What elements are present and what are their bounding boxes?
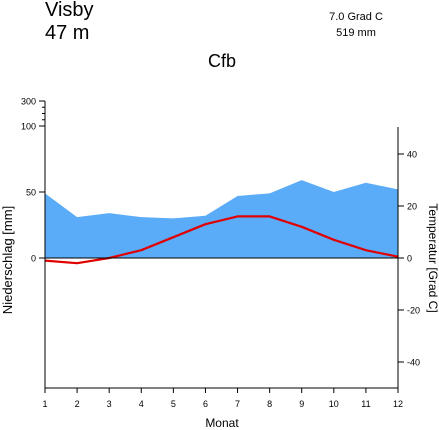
mean-temperature: 7.0 Grad C — [329, 11, 383, 23]
precipitation-series — [44, 180, 399, 258]
x-axis-tick-label: 5 — [171, 399, 176, 409]
x-axis-tick-label: 11 — [361, 399, 370, 409]
x-axis-tick-label: 12 — [393, 399, 403, 409]
right-axis-label: Temperatur [Grad C] — [426, 203, 439, 312]
right-axis-tick-label: 0 — [407, 254, 412, 264]
x-axis-tick-label: 3 — [107, 399, 112, 409]
left-axis-tick-label: 100 — [21, 122, 36, 132]
station-name: Visby — [45, 0, 94, 21]
x-axis-tick-label: 7 — [235, 399, 240, 409]
annual-precipitation: 519 mm — [336, 27, 376, 39]
precipitation-area — [45, 180, 398, 258]
left-axis-tick-label: 300 — [21, 97, 36, 107]
right-axis-tick-label: 20 — [407, 202, 417, 212]
x-axis-tick-label: 8 — [267, 399, 272, 409]
x-axis-tick-label: 9 — [299, 399, 304, 409]
left-axis-label: Niederschlag [mm] — [0, 206, 15, 314]
left-axis-tick-label: 0 — [31, 254, 36, 264]
x-axis-tick-label: 10 — [329, 399, 339, 409]
right-axis-tick-label: 40 — [407, 150, 417, 160]
x-axis-label: Monat — [205, 416, 239, 430]
x-axis-tick-label: 2 — [75, 399, 80, 409]
chart-title: Cfb — [208, 51, 236, 71]
station-elevation: 47 m — [45, 22, 89, 44]
x-axis-tick-label: 6 — [203, 399, 208, 409]
right-axis-tick-label: -20 — [407, 306, 420, 316]
x-axis-tick-label: 4 — [139, 399, 144, 409]
x-axis-tick-label: 1 — [42, 399, 47, 409]
right-axis-tick-label: -40 — [407, 358, 420, 368]
left-axis-tick-label: 50 — [26, 188, 36, 198]
temperature-line — [44, 215, 399, 265]
